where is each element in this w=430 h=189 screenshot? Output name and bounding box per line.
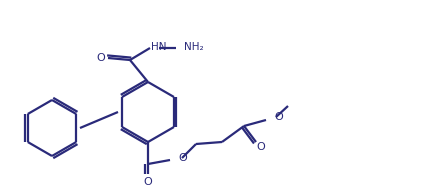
Text: HN: HN: [150, 42, 166, 52]
Text: NH₂: NH₂: [184, 42, 203, 52]
Text: O: O: [273, 112, 282, 122]
Text: O: O: [178, 153, 186, 163]
Text: O: O: [96, 53, 105, 63]
Text: O: O: [143, 177, 152, 187]
Text: O: O: [256, 142, 265, 152]
